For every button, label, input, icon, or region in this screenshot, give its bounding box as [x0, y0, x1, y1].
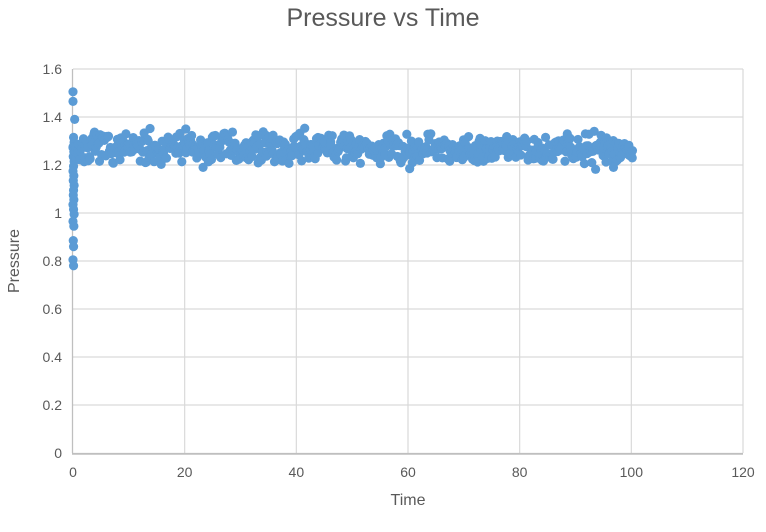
data-point [70, 114, 80, 124]
data-point [247, 151, 257, 162]
y-tick-label: 1.2 [42, 157, 62, 173]
data-point [69, 221, 79, 231]
x-tick-label: 20 [176, 464, 193, 480]
y-tick-label: 0.6 [42, 301, 62, 317]
data-point [414, 137, 424, 147]
x-tick-label: 40 [288, 464, 305, 480]
data-point [143, 136, 153, 146]
y-tick-label: 0.8 [42, 253, 62, 269]
data-point [589, 126, 599, 136]
x-tick-label: 0 [69, 464, 77, 480]
data-point [331, 155, 342, 165]
x-axis-title: Time [390, 492, 426, 509]
data-point [68, 242, 79, 252]
y-tick-label: 0.4 [42, 349, 62, 365]
x-tick-label: 100 [619, 464, 643, 480]
data-point [608, 162, 619, 172]
data-point [445, 156, 455, 166]
data-point [402, 129, 412, 139]
data-point [206, 154, 217, 165]
data-point [284, 158, 294, 168]
data-point [69, 209, 79, 219]
data-point [268, 130, 278, 140]
y-tick-label: 1.6 [42, 61, 62, 77]
data-point [227, 127, 238, 137]
data-point [591, 164, 601, 174]
data-point [68, 96, 78, 106]
y-tick-label: 1.4 [42, 109, 62, 125]
data-point [565, 133, 575, 143]
data-point [297, 156, 307, 166]
data-point [161, 153, 172, 163]
data-point [516, 150, 526, 160]
data-point [187, 130, 197, 141]
data-point [627, 153, 637, 163]
data-point [548, 154, 558, 164]
data-point [210, 130, 220, 141]
data-point [627, 146, 638, 156]
data-point [579, 159, 589, 169]
data-point [313, 148, 323, 158]
data-point [145, 123, 155, 134]
data-point [355, 158, 365, 168]
data-point [405, 164, 415, 174]
y-tick-label: 0.2 [42, 397, 62, 413]
data-point [68, 261, 79, 271]
x-tick-label: 120 [731, 464, 755, 480]
data-point [426, 129, 436, 139]
x-tick-label: 80 [511, 464, 528, 480]
data-point [587, 157, 597, 168]
data-point [560, 156, 570, 166]
data-point [68, 87, 78, 97]
y-tick-label: 1 [54, 205, 62, 221]
data-point [198, 162, 208, 172]
data-point [522, 136, 532, 146]
data-point [287, 151, 297, 161]
y-tick-label: 0 [54, 445, 62, 461]
data-point [177, 157, 187, 167]
data-point [327, 131, 337, 141]
data-point [341, 153, 352, 163]
data-point [573, 134, 583, 145]
data-point [103, 131, 114, 141]
data-point [115, 155, 125, 165]
data-point [181, 124, 191, 134]
data-point [121, 129, 131, 139]
x-tick-label: 60 [400, 464, 416, 480]
data-point [85, 154, 95, 164]
data-point [300, 123, 310, 133]
chart-title: Pressure vs Time [286, 4, 480, 32]
data-point [463, 131, 474, 142]
data-point [540, 132, 551, 142]
